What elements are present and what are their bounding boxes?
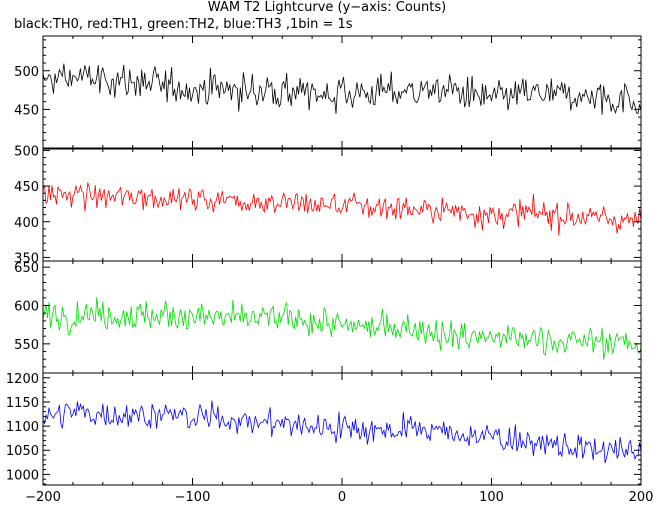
y-tick-label-1-1: 400 (14, 216, 39, 231)
y-tick-label-3-0: 1000 (6, 468, 39, 483)
y-tick-label-0-0: 450 (14, 103, 39, 118)
x-tick-label-1: −100 (175, 490, 211, 505)
y-tick-label-1-0: 350 (14, 251, 39, 266)
x-tick-label-2: 0 (338, 490, 346, 505)
y-tick-label-2-2: 650 (14, 261, 39, 276)
series-line-0 (42, 63, 642, 115)
series-line-1 (42, 182, 642, 236)
series-line-2 (42, 297, 642, 360)
panel-frame-2 (42, 260, 642, 374)
y-tick-label-3-2: 1100 (6, 420, 39, 435)
series-line-3 (42, 400, 642, 464)
panel-frame-3 (42, 372, 642, 486)
x-tick-label-3: 100 (479, 490, 504, 505)
x-tick-label-0: −200 (25, 490, 61, 505)
chart-subtitle: black:TH0, red:TH1, green:TH2, blue:TH3 … (14, 17, 353, 32)
panel-frame-0 (42, 35, 642, 149)
y-tick-label-1-3: 500 (14, 144, 39, 159)
y-tick-label-2-0: 550 (14, 338, 39, 353)
y-tick-label-3-1: 1050 (6, 444, 39, 459)
panel-frame-1 (42, 148, 642, 262)
x-tick-label-4: 200 (629, 490, 654, 505)
y-tick-label-2-1: 600 (14, 299, 39, 314)
chart-title: WAM T2 Lightcurve (y−axis: Counts) (207, 0, 447, 15)
y-tick-label-3-3: 1150 (6, 396, 39, 411)
y-tick-label-1-2: 450 (14, 180, 39, 195)
y-tick-label-0-1: 500 (14, 65, 39, 80)
y-tick-label-3-4: 1200 (6, 372, 39, 387)
